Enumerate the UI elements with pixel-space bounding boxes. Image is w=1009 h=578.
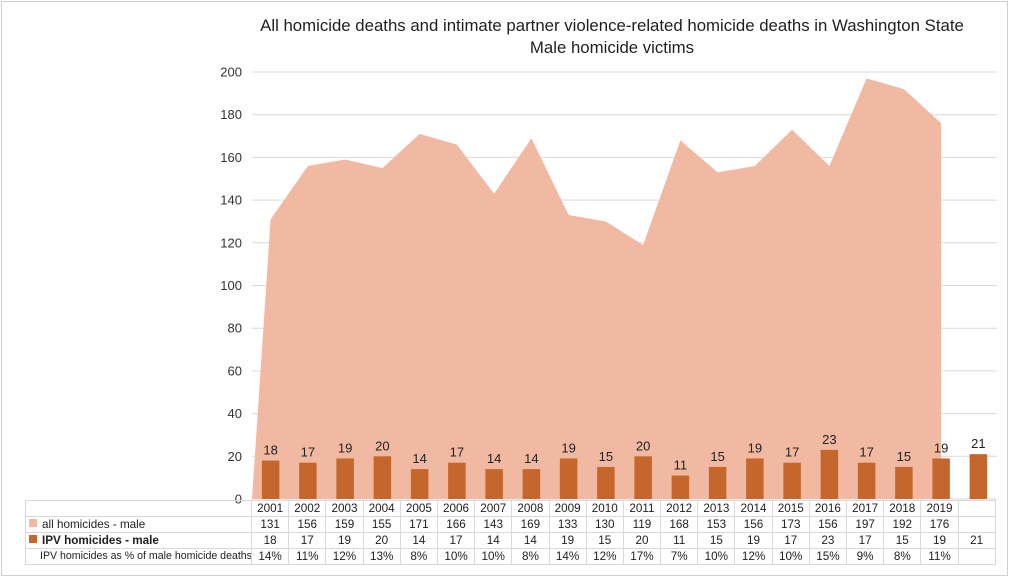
svg-text:60: 60 [228,363,242,378]
svg-text:17: 17 [859,445,873,460]
svg-text:17: 17 [301,445,315,460]
svg-text:23: 23 [822,432,836,447]
svg-text:18: 18 [263,443,277,458]
svg-text:15: 15 [710,449,724,464]
svg-text:19: 19 [934,440,948,455]
svg-text:14: 14 [487,451,501,466]
svg-text:19: 19 [748,440,762,455]
svg-text:14: 14 [524,451,538,466]
svg-text:200: 200 [220,65,242,80]
svg-text:20: 20 [375,438,389,453]
svg-text:21: 21 [971,436,985,451]
svg-text:100: 100 [220,278,242,293]
svg-text:14: 14 [412,451,426,466]
svg-text:17: 17 [450,445,464,460]
svg-text:15: 15 [897,449,911,464]
svg-text:11: 11 [674,458,688,473]
svg-text:160: 160 [220,150,242,165]
svg-text:80: 80 [228,321,242,336]
svg-text:19: 19 [561,440,575,455]
svg-text:17: 17 [785,445,799,460]
svg-text:15: 15 [599,449,613,464]
svg-text:19: 19 [338,440,352,455]
svg-text:180: 180 [220,107,242,122]
svg-text:140: 140 [220,193,242,208]
svg-text:40: 40 [228,406,242,421]
svg-text:20: 20 [228,449,242,464]
svg-text:20: 20 [636,438,650,453]
svg-text:120: 120 [220,235,242,250]
